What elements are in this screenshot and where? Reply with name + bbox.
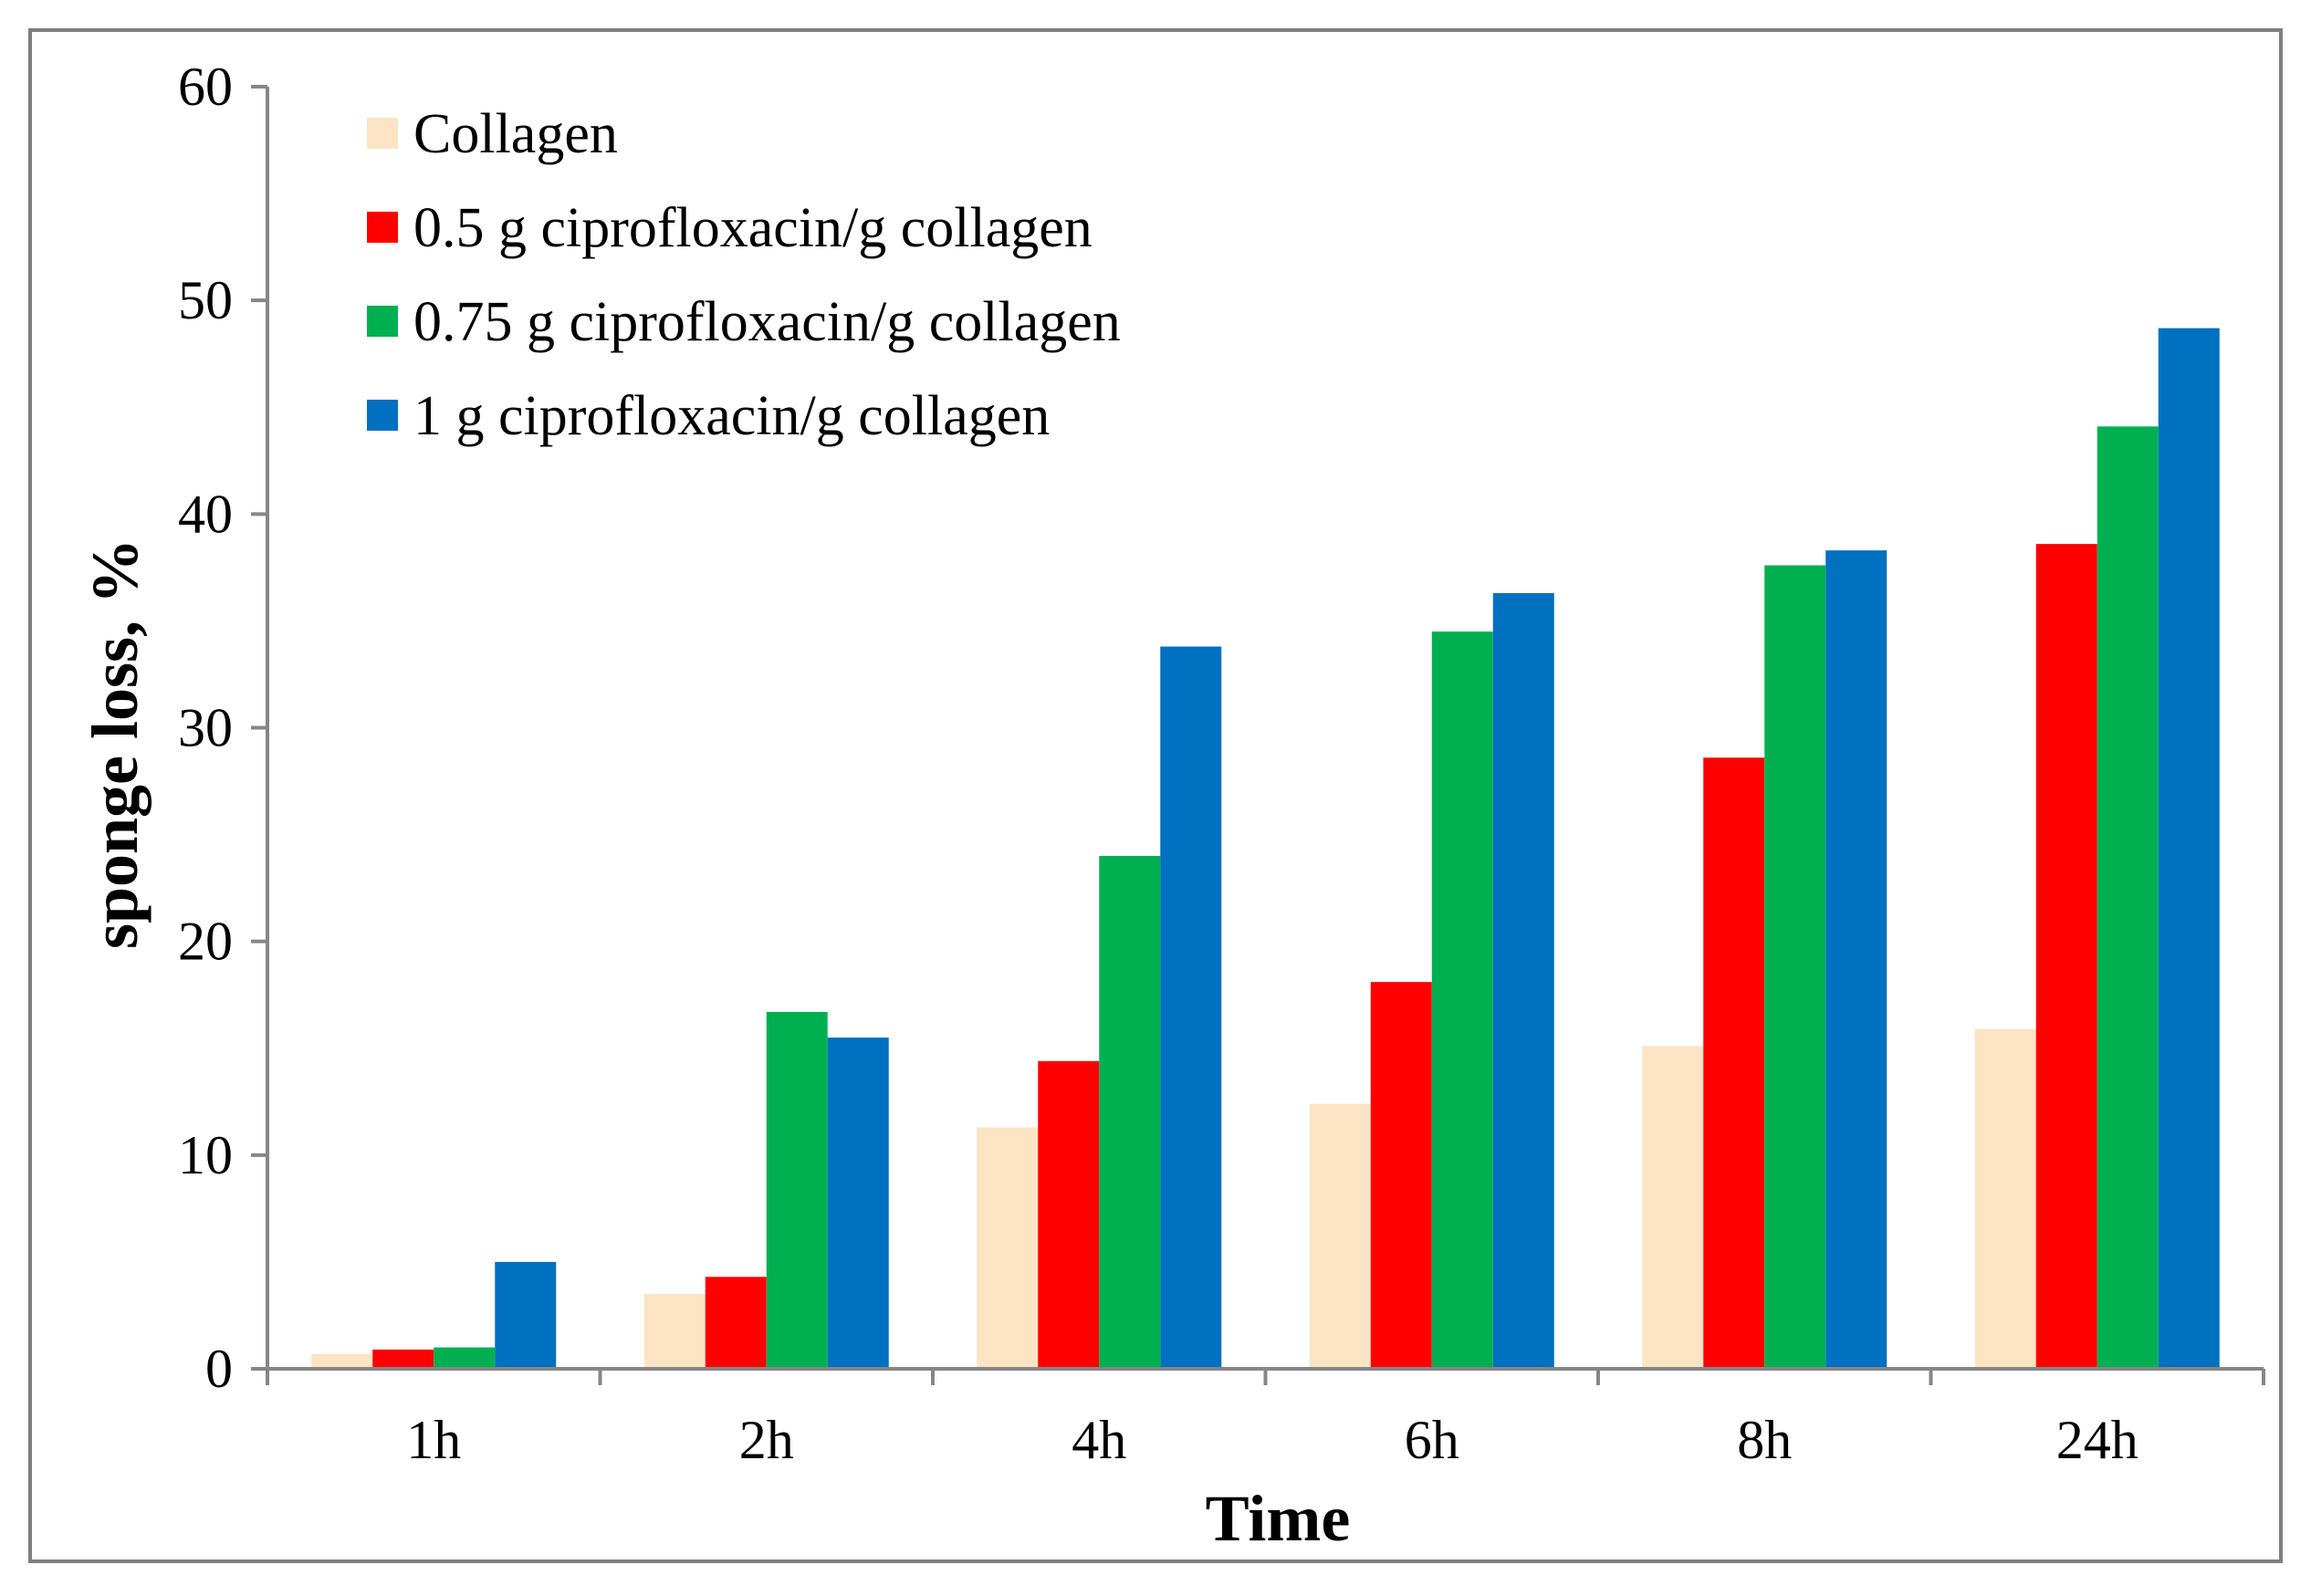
bar-6h-series-3	[1431, 631, 1493, 1369]
bar-8h-series-3	[1764, 565, 1826, 1369]
x-tick-label-4h: 4h	[1072, 1410, 1126, 1470]
legend-swatch-3	[367, 306, 398, 337]
y-axis-title: sponge loss, %	[78, 538, 152, 949]
bar-2h-series-2	[705, 1277, 767, 1369]
bar-6h-series-1	[1309, 1103, 1371, 1369]
bar-1h-series-4	[495, 1261, 557, 1369]
x-tick-label-24h: 24h	[2056, 1410, 2138, 1470]
bar-4h-series-4	[1160, 646, 1222, 1369]
legend-label-3: 0.75 g ciprofloxacin/g collagen	[413, 291, 1121, 353]
x-axis-title: Time	[1206, 1482, 1351, 1555]
legend-label-1: Collagen	[413, 103, 618, 165]
bar-2h-series-1	[643, 1294, 706, 1369]
bar-4h-series-2	[1038, 1060, 1100, 1369]
legend-swatch-4	[367, 400, 398, 431]
x-tick-label-6h: 6h	[1405, 1410, 1459, 1470]
axes-layer: 0 10 20 30 40 50 60 1h 2h 4h 6h 8h 24h	[178, 57, 2265, 1470]
legend-swatch-2	[367, 212, 398, 243]
y-tick-label: 0	[205, 1339, 233, 1399]
y-tick-label: 60	[178, 57, 233, 117]
bar-8h-series-2	[1703, 757, 1765, 1369]
x-tick-label-1h: 1h	[406, 1410, 461, 1470]
bar-2h-series-3	[766, 1011, 828, 1369]
bar-24h-series-4	[2158, 328, 2220, 1369]
bar-1h-series-3	[434, 1347, 496, 1369]
bar-2h-series-4	[827, 1038, 889, 1369]
y-tick-label: 20	[178, 912, 233, 972]
bar-6h-series-4	[1492, 592, 1554, 1369]
bar-24h-series-2	[2035, 544, 2097, 1369]
legend-label-4: 1 g ciprofloxacin/g collagen	[413, 385, 1050, 447]
bar-6h-series-2	[1370, 982, 1432, 1369]
bar-8h-series-4	[1825, 550, 1887, 1369]
y-tick-label: 40	[178, 484, 233, 544]
bar-8h-series-1	[1642, 1046, 1704, 1369]
bar-4h-series-1	[977, 1127, 1039, 1369]
bar-4h-series-3	[1099, 856, 1161, 1369]
legend: Collagen 0.5 g ciprofloxacin/g collagen 0.…	[367, 103, 1121, 447]
y-tick-label: 30	[178, 698, 233, 758]
bar-24h-series-3	[2097, 426, 2159, 1370]
bar-1h-series-1	[311, 1353, 373, 1369]
y-tick-label: 10	[178, 1125, 233, 1185]
legend-label-2: 0.5 g ciprofloxacin/g collagen	[413, 197, 1093, 259]
legend-swatch-1	[367, 118, 398, 149]
bars-layer	[311, 328, 2220, 1370]
bar-24h-series-1	[1974, 1028, 2036, 1369]
bar-1h-series-2	[372, 1349, 434, 1369]
x-tick-label-2h: 2h	[739, 1410, 794, 1470]
x-tick-label-8h: 8h	[1737, 1410, 1792, 1470]
y-tick-label: 50	[178, 270, 233, 330]
